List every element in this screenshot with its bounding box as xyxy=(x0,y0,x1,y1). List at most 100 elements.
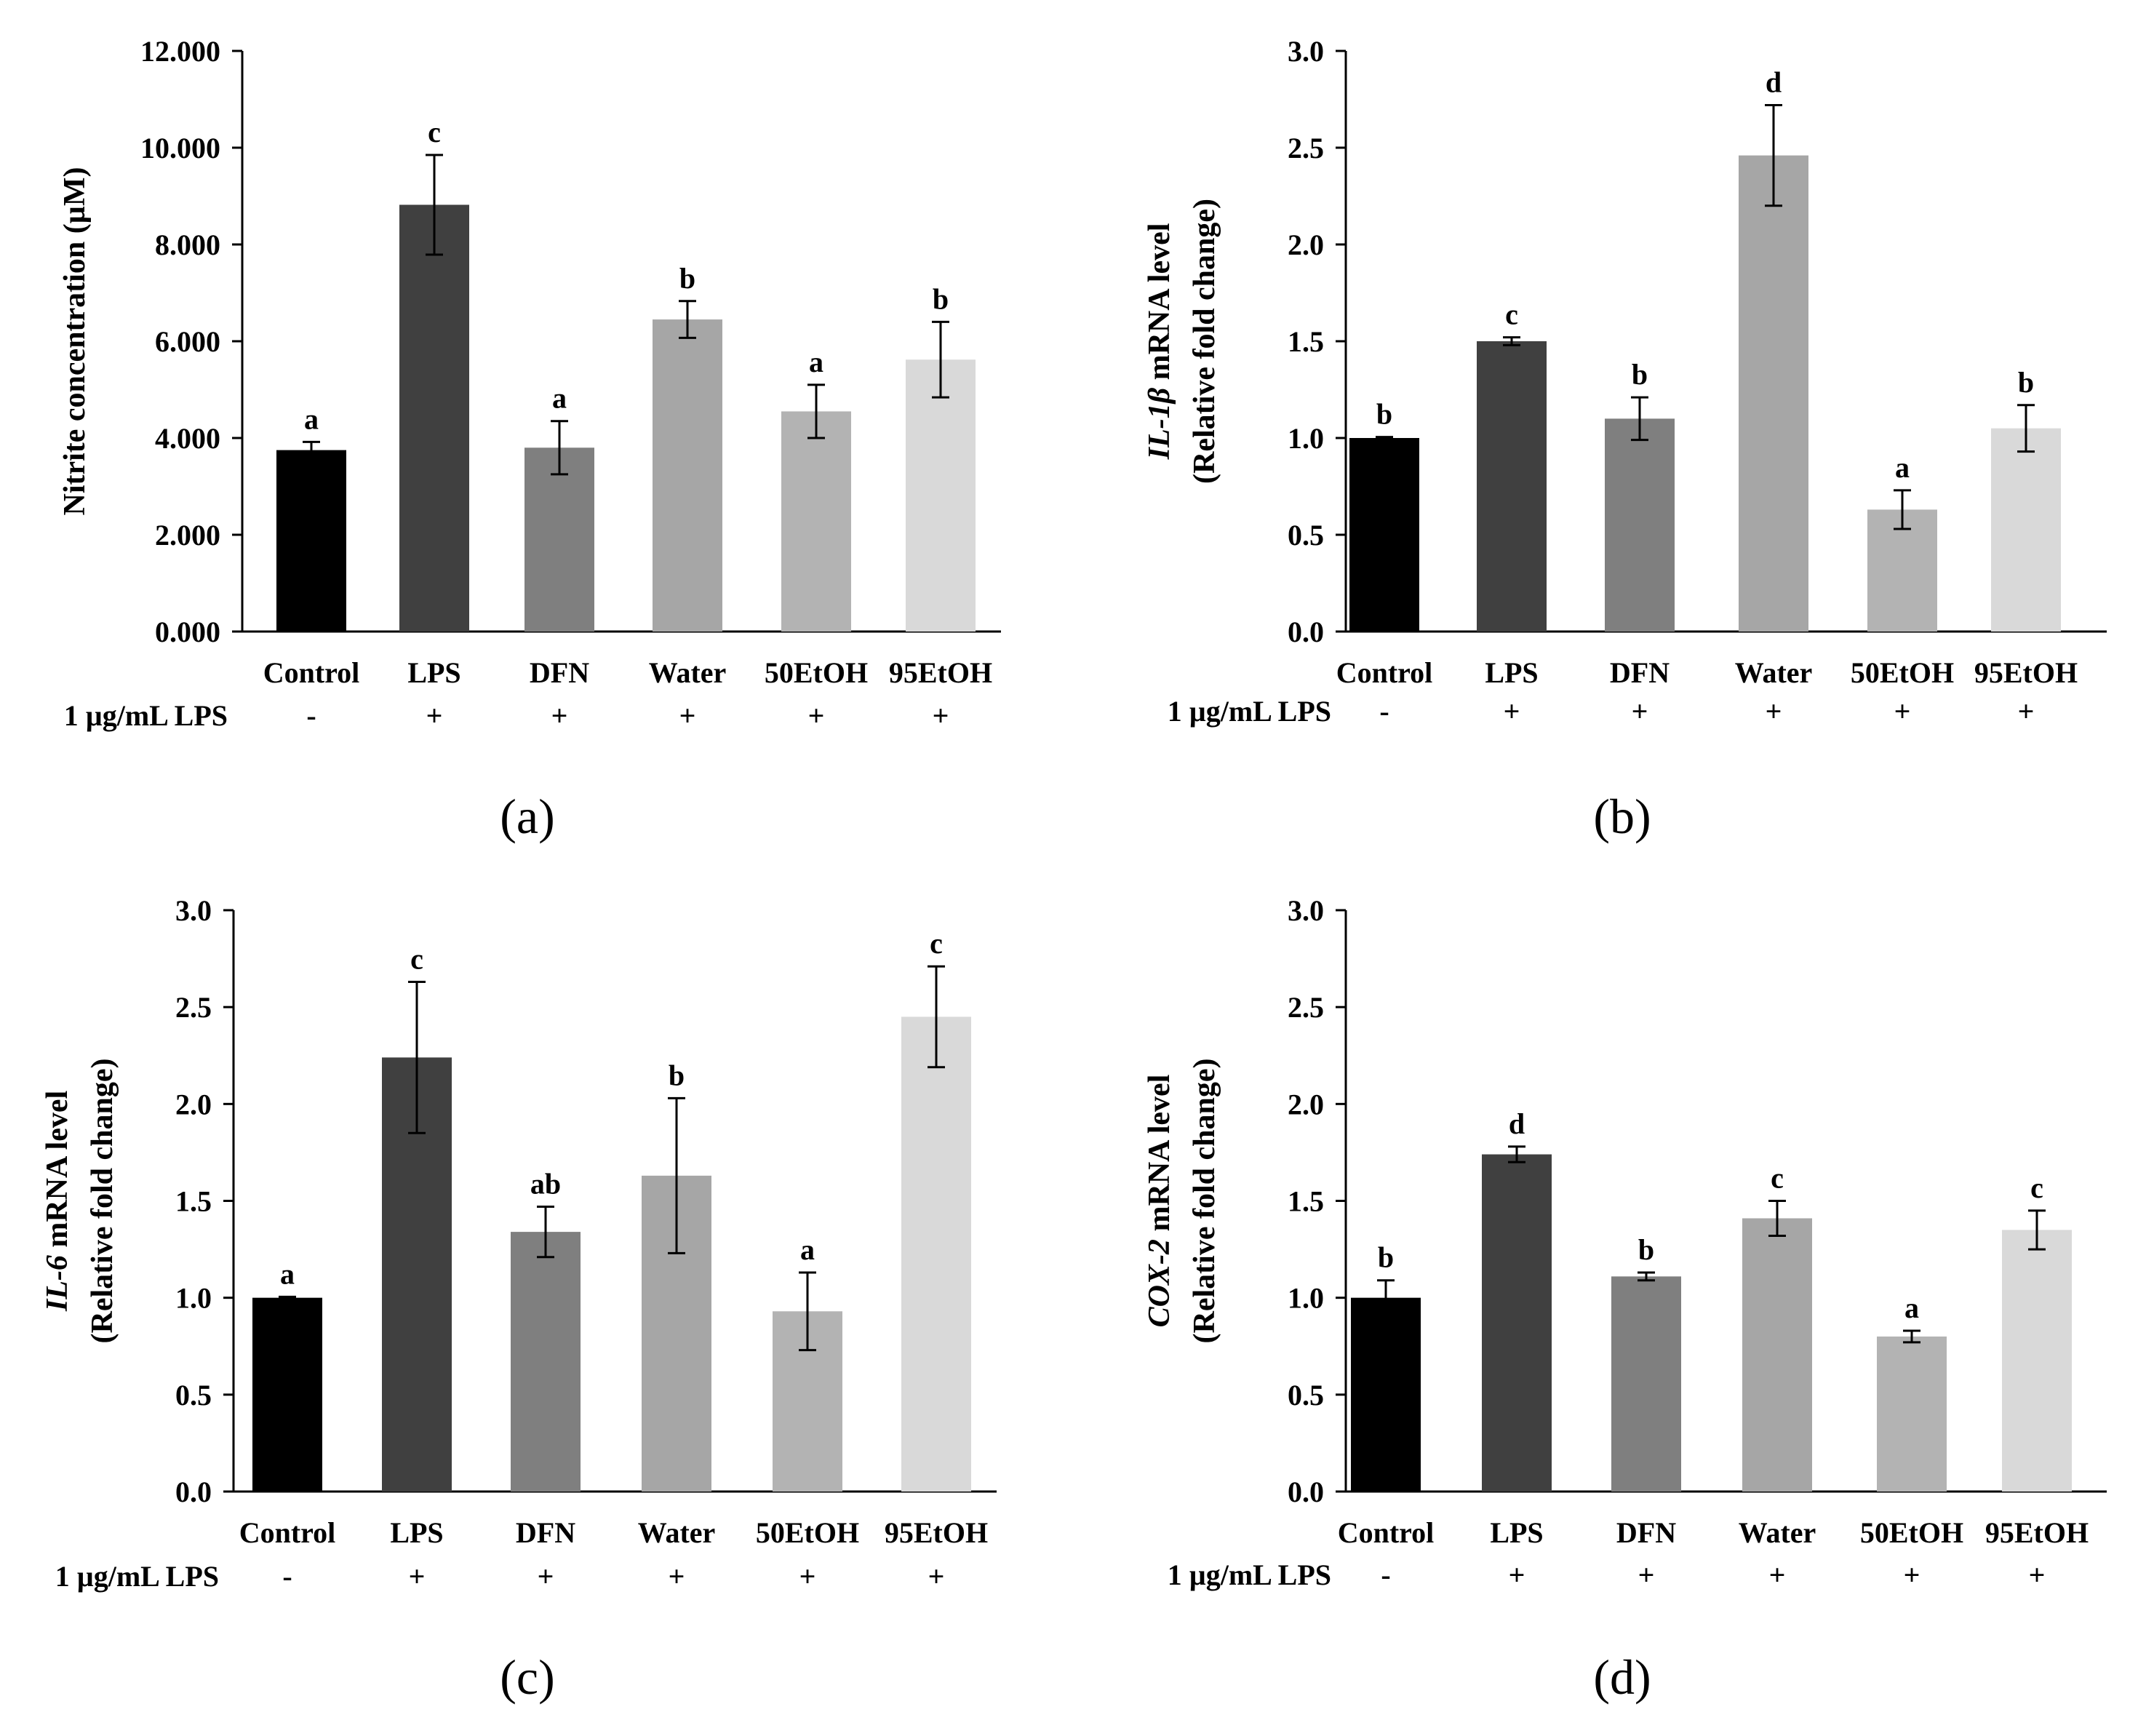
bar-water xyxy=(1739,155,1808,632)
condition-sign: + xyxy=(2018,695,2035,728)
significance-letter: b xyxy=(679,262,695,295)
x-tick-label: Water xyxy=(1739,1516,1816,1549)
condition-sign: + xyxy=(1509,1558,1525,1591)
condition-sign: + xyxy=(933,699,949,732)
significance-letter: c xyxy=(410,943,423,976)
x-tick-label: 50EtOH xyxy=(1851,656,1954,689)
y-tick-label: 3.0 xyxy=(175,894,212,927)
x-tick-label: Control xyxy=(239,1516,336,1549)
significance-letter: b xyxy=(1378,1241,1394,1274)
x-tick-label: Control xyxy=(263,656,360,689)
y-tick-label: 2.0 xyxy=(175,1088,212,1120)
bar-95etoh xyxy=(2002,1230,2072,1492)
significance-letter: a xyxy=(809,346,823,378)
error-bar xyxy=(668,1096,685,1254)
significance-letter: c xyxy=(1505,298,1518,331)
x-tick-label: 50EtOH xyxy=(1860,1516,1963,1549)
significance-letter: b xyxy=(669,1059,685,1091)
y-tick-label: 3.0 xyxy=(1288,35,1324,68)
condition-sign: + xyxy=(1504,695,1520,728)
bar-lps xyxy=(1482,1154,1552,1492)
y-tick-label: 8.000 xyxy=(155,228,220,261)
x-tick-label: Control xyxy=(1338,1516,1435,1549)
error-bar xyxy=(279,1295,296,1300)
condition-sign: + xyxy=(799,1560,816,1593)
error-bar xyxy=(537,1205,554,1259)
error-bar xyxy=(932,320,949,399)
condition-sign: - xyxy=(282,1560,292,1593)
significance-letter: b xyxy=(2018,366,2034,399)
condition-label: 1 µg/mL LPS xyxy=(1168,1558,1331,1591)
y-tick-label: 2.000 xyxy=(155,519,220,552)
x-tick-label: LPS xyxy=(407,656,460,689)
y-tick-label: 0.000 xyxy=(155,616,220,648)
significance-letter: b xyxy=(1638,1233,1654,1266)
error-bar xyxy=(1638,1271,1655,1282)
significance-letter: a xyxy=(280,1257,295,1290)
significance-letter: c xyxy=(2030,1171,2043,1204)
bar-control xyxy=(1351,1297,1421,1492)
bar-control xyxy=(252,1297,322,1492)
significance-letter: b xyxy=(933,282,949,315)
condition-sign: - xyxy=(1381,1558,1390,1591)
significance-letter: c xyxy=(428,116,441,148)
y-tick-label: 0.5 xyxy=(1288,519,1324,552)
y-tick-label: 2.0 xyxy=(1288,1088,1324,1120)
x-tick-label: DFN xyxy=(1616,1516,1676,1549)
error-bar xyxy=(1894,489,1911,530)
condition-sign: + xyxy=(1632,695,1648,728)
error-bar xyxy=(1768,1200,1786,1237)
x-tick-label: Water xyxy=(1735,656,1813,689)
y-axis-label: (Relative fold change) xyxy=(1188,199,1221,484)
error-bar xyxy=(807,383,825,439)
x-tick-label: 50EtOH xyxy=(765,656,868,689)
y-axis-label: (Relative fold change) xyxy=(86,1059,119,1344)
y-tick-label: 1.0 xyxy=(175,1282,212,1315)
significance-letter: c xyxy=(930,927,943,960)
condition-sign: + xyxy=(538,1560,554,1593)
condition-label: 1 µg/mL LPS xyxy=(55,1560,219,1593)
x-tick-label: DFN xyxy=(1610,656,1670,689)
error-bar xyxy=(2017,404,2035,453)
bar-95etoh xyxy=(901,1016,971,1492)
bar-lps xyxy=(399,204,469,632)
condition-sign: + xyxy=(1904,1558,1920,1591)
condition-sign: - xyxy=(1379,695,1389,728)
bar-dfn xyxy=(524,447,594,632)
error-bar xyxy=(799,1271,816,1352)
error-bar xyxy=(928,965,945,1069)
bar-95etoh xyxy=(1991,428,2061,632)
error-bar xyxy=(303,440,320,460)
significance-letter: a xyxy=(552,382,567,415)
y-tick-label: 0.0 xyxy=(175,1476,212,1508)
y-tick-label: 1.0 xyxy=(1288,422,1324,455)
chart-panel-1: 0.000 2.000 4.000 6.000 8.000 10.000 12.000 a Co… xyxy=(58,35,1001,844)
condition-sign: + xyxy=(426,699,443,732)
bar-dfn xyxy=(511,1232,581,1492)
x-tick-label: Control xyxy=(1336,656,1433,689)
significance-letter: c xyxy=(1771,1162,1784,1195)
y-axis-label: IL-6 mRNA level xyxy=(41,1091,74,1312)
condition-sign: + xyxy=(679,699,696,732)
x-tick-label: Water xyxy=(649,656,727,689)
y-tick-label: 2.5 xyxy=(1288,991,1324,1024)
significance-letter: d xyxy=(1509,1107,1525,1140)
chart-panel-4: 0.0 0.5 1.0 1.5 2.0 2.5 3.0 b Control d LPS b DFN c Wa… xyxy=(1143,894,2107,1705)
y-axis-label: Nitrite concentration (µM) xyxy=(58,167,92,515)
bar-dfn xyxy=(1605,418,1675,632)
y-axis-label: (Relative fold change) xyxy=(1188,1059,1221,1344)
y-tick-label: 4.000 xyxy=(155,422,220,455)
y-tick-label: 0.5 xyxy=(1288,1379,1324,1412)
y-tick-label: 3.0 xyxy=(1288,894,1324,927)
condition-sign: + xyxy=(551,699,568,732)
condition-sign: + xyxy=(1894,695,1911,728)
error-bar xyxy=(1903,1329,1920,1344)
panel-label: (d) xyxy=(1593,1649,1651,1705)
error-bar xyxy=(679,300,696,339)
condition-sign: + xyxy=(2029,1558,2046,1591)
error-bar xyxy=(1508,1145,1525,1163)
y-tick-label: 2.5 xyxy=(1288,132,1324,164)
error-bar xyxy=(426,154,443,256)
condition-sign: + xyxy=(1769,1558,1786,1591)
